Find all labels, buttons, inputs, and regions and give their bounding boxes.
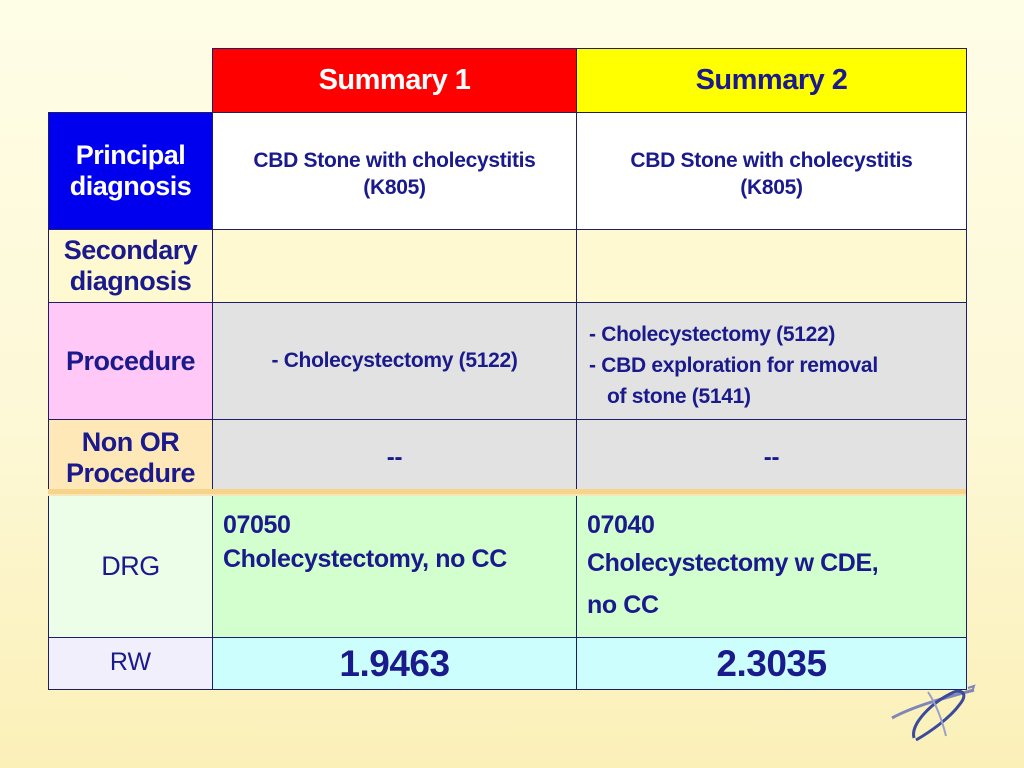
diagnosis-code: (K805) bbox=[363, 176, 426, 199]
procedure-item-continuation: of stone (5141) bbox=[607, 385, 751, 408]
drg-code: 07040 bbox=[587, 511, 655, 539]
drg-code: 07050 bbox=[223, 511, 291, 539]
drg-comparison-table-wrapper: Summary 1 Summary 2 Principal diagnosis … bbox=[48, 48, 967, 690]
label-line: diagnosis bbox=[69, 266, 192, 296]
diagnosis-text: CBD Stone with cholecystitis bbox=[630, 149, 913, 172]
table-row-principal-diagnosis: Principal diagnosis CBD Stone with chole… bbox=[48, 112, 967, 230]
row-label-non-or-procedure: Non OR Procedure bbox=[48, 419, 213, 496]
procedure-item: - CBD exploration for removal bbox=[589, 354, 878, 377]
summary-2-procedure: - Cholecystectomy (5122) - CBD explorati… bbox=[576, 302, 967, 420]
table-row-rw: RW 1.9463 2.3035 bbox=[48, 637, 967, 690]
section-divider bbox=[48, 489, 966, 494]
label-line: Non OR bbox=[81, 426, 180, 457]
drg-title-line: no CC bbox=[587, 591, 659, 619]
procedure-item: - Cholecystectomy (5122) bbox=[589, 323, 836, 346]
drg-title: Cholecystectomy, no CC bbox=[223, 545, 507, 573]
summary-2-header: Summary 2 bbox=[576, 48, 967, 113]
summary-1-non-or-procedure: -- bbox=[212, 419, 577, 496]
row-label-procedure: Procedure bbox=[48, 302, 213, 420]
summary-1-secondary-diagnosis bbox=[212, 229, 577, 303]
row-label-principal-diagnosis: Principal diagnosis bbox=[48, 112, 213, 230]
drg-comparison-table: Summary 1 Summary 2 Principal diagnosis … bbox=[48, 48, 967, 690]
summary-1-header: Summary 1 bbox=[212, 48, 577, 113]
drg-title-line: Cholecystectomy w CDE, bbox=[587, 549, 879, 577]
diagnosis-text: CBD Stone with cholecystitis bbox=[253, 149, 536, 172]
summary-1-principal-diagnosis: CBD Stone with cholecystitis (K805) bbox=[212, 112, 577, 230]
row-label-rw: RW bbox=[48, 637, 213, 690]
corner-cell bbox=[49, 49, 213, 113]
table-row-secondary-diagnosis: Secondary diagnosis bbox=[48, 229, 967, 303]
label-line: Secondary bbox=[63, 235, 198, 265]
table-row-procedure: Procedure - Cholecystectomy (5122) - Cho… bbox=[48, 302, 967, 420]
summary-1-procedure: - Cholecystectomy (5122) bbox=[212, 302, 577, 420]
label-line: Principal bbox=[75, 140, 186, 170]
section-divider-highlight bbox=[48, 494, 966, 496]
summary-2-drg: 07040 Cholecystectomy w CDE, no CC bbox=[576, 495, 967, 638]
table-row-drg: DRG 07050 Cholecystectomy, no CC 07040 C… bbox=[48, 495, 967, 638]
summary-2-secondary-diagnosis bbox=[576, 229, 967, 303]
swirl-logo-icon bbox=[891, 684, 976, 742]
label-line: diagnosis bbox=[69, 171, 192, 201]
table-row-non-or-procedure: Non OR Procedure -- -- bbox=[48, 419, 967, 496]
header-row: Summary 1 Summary 2 bbox=[49, 48, 967, 113]
row-label-drg: DRG bbox=[48, 495, 213, 638]
row-label-secondary-diagnosis: Secondary diagnosis bbox=[48, 229, 213, 303]
summary-2-principal-diagnosis: CBD Stone with cholecystitis (K805) bbox=[576, 112, 967, 230]
diagnosis-code: (K805) bbox=[740, 176, 803, 199]
summary-2-non-or-procedure: -- bbox=[576, 419, 967, 496]
label-line: Procedure bbox=[65, 457, 196, 488]
summary-1-drg: 07050 Cholecystectomy, no CC bbox=[212, 495, 577, 638]
summary-1-rw: 1.9463 bbox=[212, 637, 577, 690]
summary-2-rw: 2.3035 bbox=[576, 637, 967, 690]
